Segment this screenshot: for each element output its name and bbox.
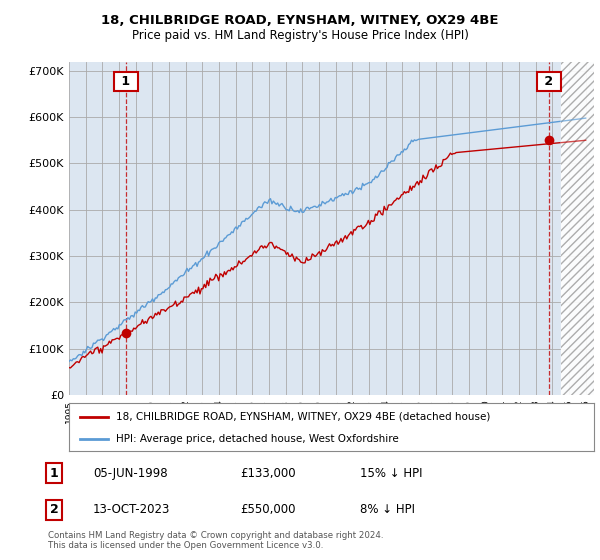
Text: 15% ↓ HPI: 15% ↓ HPI bbox=[360, 466, 422, 480]
Text: 2: 2 bbox=[50, 503, 58, 516]
Text: HPI: Average price, detached house, West Oxfordshire: HPI: Average price, detached house, West… bbox=[116, 434, 399, 444]
Text: 8% ↓ HPI: 8% ↓ HPI bbox=[360, 503, 415, 516]
Text: Contains HM Land Registry data © Crown copyright and database right 2024.
This d: Contains HM Land Registry data © Crown c… bbox=[48, 530, 383, 550]
Text: 1: 1 bbox=[118, 75, 135, 88]
Text: £133,000: £133,000 bbox=[240, 466, 296, 480]
Text: Price paid vs. HM Land Registry's House Price Index (HPI): Price paid vs. HM Land Registry's House … bbox=[131, 29, 469, 42]
Text: 18, CHILBRIDGE ROAD, EYNSHAM, WITNEY, OX29 4BE (detached house): 18, CHILBRIDGE ROAD, EYNSHAM, WITNEY, OX… bbox=[116, 412, 491, 422]
Text: 13-OCT-2023: 13-OCT-2023 bbox=[93, 503, 170, 516]
Bar bbox=[560, 62, 594, 395]
Text: 1: 1 bbox=[50, 466, 58, 480]
Text: 18, CHILBRIDGE ROAD, EYNSHAM, WITNEY, OX29 4BE: 18, CHILBRIDGE ROAD, EYNSHAM, WITNEY, OX… bbox=[101, 14, 499, 27]
Text: £550,000: £550,000 bbox=[240, 503, 296, 516]
Text: 05-JUN-1998: 05-JUN-1998 bbox=[93, 466, 167, 480]
Text: 2: 2 bbox=[540, 75, 557, 88]
